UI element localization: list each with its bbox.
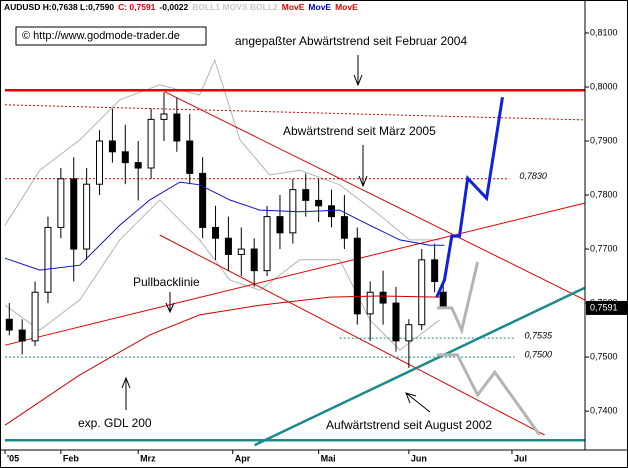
y-tick-label: 0,7900 <box>590 135 618 145</box>
x-tick-label: Mrz <box>140 453 156 463</box>
header-item: MovE <box>335 2 358 12</box>
arrow <box>353 55 363 87</box>
y-tick-label: 0,7500 <box>590 351 618 361</box>
annotation: exp. GDL 200 <box>78 416 152 430</box>
candle-body <box>237 248 245 255</box>
annotation: Abwärtstrend seit März 2005 <box>283 124 436 138</box>
candle-body <box>379 291 387 304</box>
header-item: BOLL1 MOVS BOLL2 <box>192 2 278 12</box>
line <box>159 234 545 436</box>
level-label: 0,7500 <box>525 349 553 359</box>
header-item: AUDUSD H:0,7638 L:0,7590 <box>4 2 114 12</box>
annotation: Aufwärtstrend seit August 2002 <box>326 418 492 432</box>
x-tick-label: Feb <box>63 453 80 463</box>
copyright: © http://www.godmode-trader.de <box>22 30 180 42</box>
line <box>164 91 585 301</box>
price-tag-label: 0,7591 <box>590 302 618 312</box>
x-tick-label: Mai <box>321 453 336 463</box>
y-tick-label: 0,7400 <box>590 405 618 415</box>
plot-area: 0,7830 0,7535 0,7500 <box>4 58 586 447</box>
candle-body <box>418 259 426 326</box>
candle-body <box>108 140 116 153</box>
candle-body <box>276 216 284 234</box>
candle-body <box>328 205 336 218</box>
candle-body <box>250 248 258 272</box>
candle-body <box>173 113 181 142</box>
arrow <box>405 392 431 413</box>
candle-body <box>57 178 65 228</box>
level-label: 0,7535 <box>525 331 554 341</box>
annotation: angepaßter Abwärtstrend seit Februar 200… <box>235 34 467 48</box>
header-item: MovE <box>282 2 305 12</box>
annotation: Pullbacklinie <box>133 275 200 289</box>
line <box>436 261 480 335</box>
candle-body <box>315 199 323 207</box>
line <box>4 104 586 121</box>
candle-body <box>5 318 13 331</box>
arrow <box>358 145 368 188</box>
candle-body <box>353 237 361 315</box>
y-tick-label: 0,8100 <box>590 27 618 37</box>
line <box>4 295 440 426</box>
candle-body <box>160 113 168 120</box>
y-tick-label: 0,7700 <box>590 243 618 253</box>
candle-body <box>224 237 232 255</box>
arrow <box>121 376 131 410</box>
candle-body <box>199 172 207 228</box>
candle-body <box>302 189 310 201</box>
candle-body <box>96 140 104 185</box>
candle-body <box>340 216 348 239</box>
x-tick-label: '05 <box>7 453 19 463</box>
candle-body <box>83 183 91 250</box>
arrow <box>165 292 175 314</box>
level-label: 0,7830 <box>519 171 547 181</box>
price-tag <box>586 300 627 315</box>
header: AUDUSD H:0,7638 L:0,7590 C: 0,7591 -0,0022… <box>4 2 358 12</box>
line <box>435 96 504 298</box>
candle-body <box>18 329 26 342</box>
x-tick-label: Jul <box>514 453 527 463</box>
candle-body <box>70 178 78 250</box>
copyright-box <box>15 26 207 46</box>
header-item: -0,0022 <box>159 2 188 12</box>
candle-body <box>44 226 52 293</box>
header-item: MovE <box>308 2 331 12</box>
line <box>436 353 541 436</box>
line <box>254 286 586 447</box>
candle-body <box>263 216 271 272</box>
candle-body <box>186 140 194 174</box>
candle-body <box>147 118 155 169</box>
y-tick-label: 0,8000 <box>590 81 618 91</box>
candle-body <box>431 259 439 282</box>
candle-body <box>31 291 39 342</box>
candle-body <box>405 324 413 342</box>
line <box>4 202 585 346</box>
candle-body <box>366 291 374 315</box>
candle-body <box>212 226 220 239</box>
candle-body <box>392 302 400 342</box>
x-tick-label: Apr <box>235 453 251 463</box>
candle-body <box>121 151 129 164</box>
arrows <box>121 55 431 413</box>
header-item: C: 0,7591 <box>118 2 156 12</box>
line <box>4 58 440 241</box>
candle-body <box>134 162 142 169</box>
y-tick-label: 0,7800 <box>590 189 618 199</box>
x-tick-label: Jun <box>411 453 427 463</box>
candle-body <box>439 291 447 309</box>
line <box>4 181 445 271</box>
